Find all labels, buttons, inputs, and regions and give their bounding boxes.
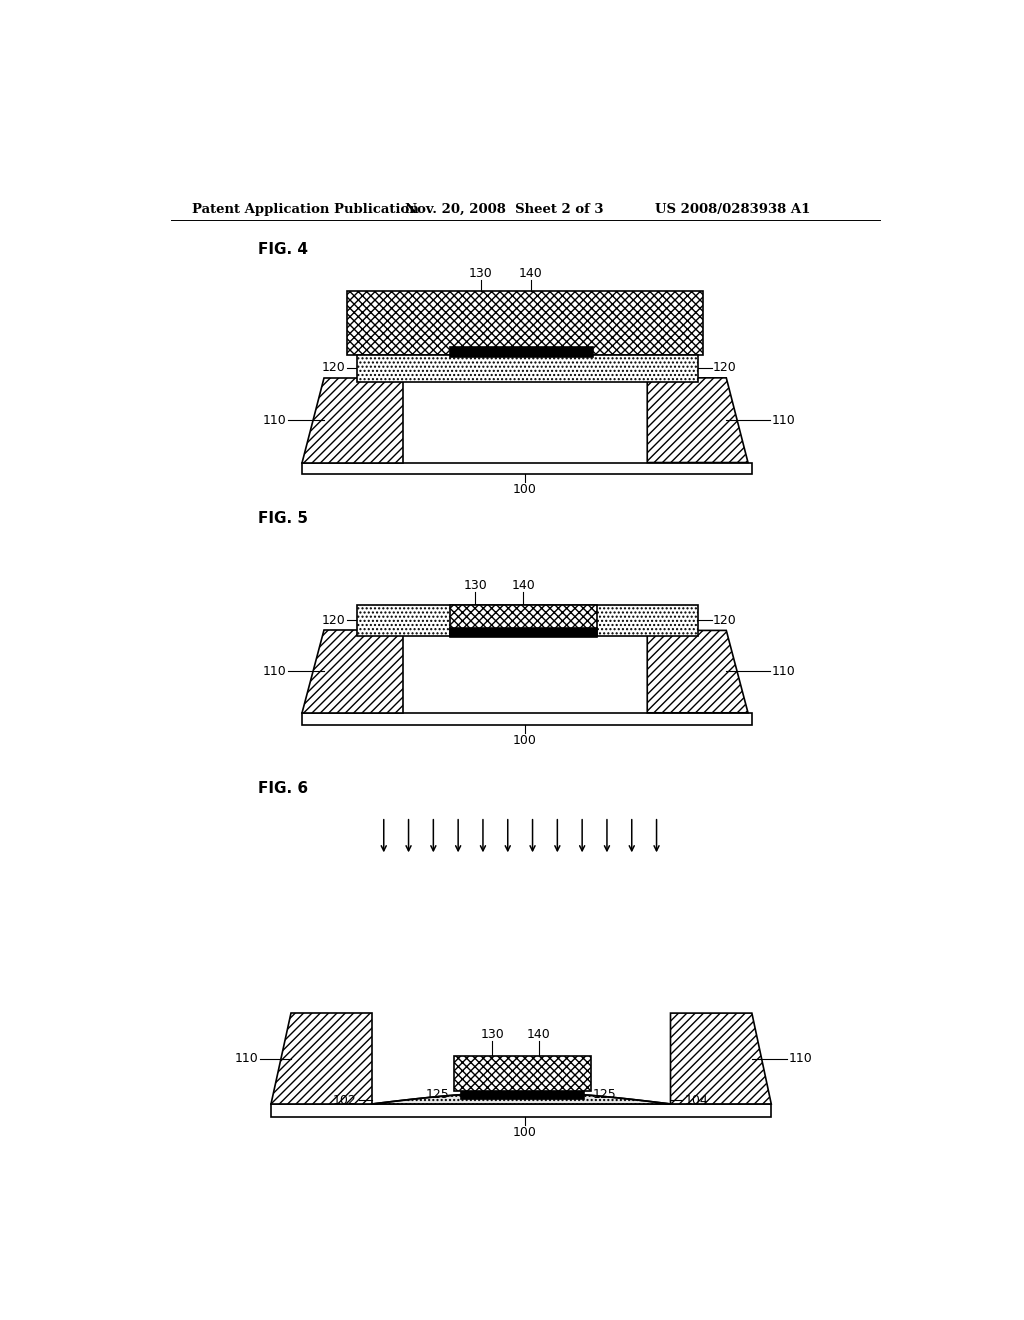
Text: 120: 120: [322, 362, 345, 375]
Bar: [271, 1104, 771, 1117]
Text: 110: 110: [788, 1052, 812, 1065]
Polygon shape: [372, 1093, 671, 1104]
Text: 110: 110: [263, 665, 287, 677]
Text: FIG. 4: FIG. 4: [258, 242, 308, 256]
Text: 110: 110: [263, 413, 287, 426]
Polygon shape: [671, 1014, 771, 1104]
Text: FIG. 5: FIG. 5: [258, 511, 308, 527]
Text: 120: 120: [713, 362, 737, 375]
Text: Nov. 20, 2008  Sheet 2 of 3: Nov. 20, 2008 Sheet 2 of 3: [406, 203, 604, 216]
Text: 110: 110: [234, 1052, 258, 1065]
Text: 125: 125: [593, 1088, 616, 1101]
Text: Patent Application Publication: Patent Application Publication: [191, 203, 418, 216]
Bar: [454, 1056, 592, 1090]
Text: 130: 130: [469, 267, 493, 280]
Bar: [302, 462, 752, 474]
Text: 100: 100: [513, 483, 537, 496]
Text: 120: 120: [713, 614, 737, 627]
Text: 130: 130: [463, 579, 487, 591]
Bar: [450, 347, 593, 358]
Text: 100: 100: [513, 1126, 537, 1139]
Text: 130: 130: [480, 1028, 504, 1040]
Bar: [302, 713, 752, 725]
Bar: [346, 290, 703, 355]
Text: 100: 100: [513, 734, 537, 747]
Text: 140: 140: [511, 579, 536, 591]
Bar: [450, 605, 597, 636]
Bar: [356, 605, 697, 636]
Polygon shape: [271, 1014, 372, 1104]
Text: 125: 125: [426, 1088, 450, 1101]
Text: 110: 110: [771, 413, 795, 426]
Text: US 2008/0283938 A1: US 2008/0283938 A1: [655, 203, 810, 216]
Polygon shape: [647, 378, 748, 462]
Text: 104: 104: [684, 1093, 709, 1106]
Text: 110: 110: [771, 665, 795, 677]
Polygon shape: [302, 378, 403, 462]
Text: 140: 140: [519, 267, 543, 280]
Text: 102: 102: [333, 1093, 356, 1106]
Bar: [356, 355, 697, 381]
Polygon shape: [302, 631, 403, 713]
Bar: [461, 1090, 584, 1100]
Text: FIG. 6: FIG. 6: [258, 780, 308, 796]
Text: 120: 120: [322, 614, 345, 627]
Bar: [450, 628, 597, 638]
Polygon shape: [647, 631, 748, 713]
Text: 140: 140: [527, 1028, 551, 1040]
